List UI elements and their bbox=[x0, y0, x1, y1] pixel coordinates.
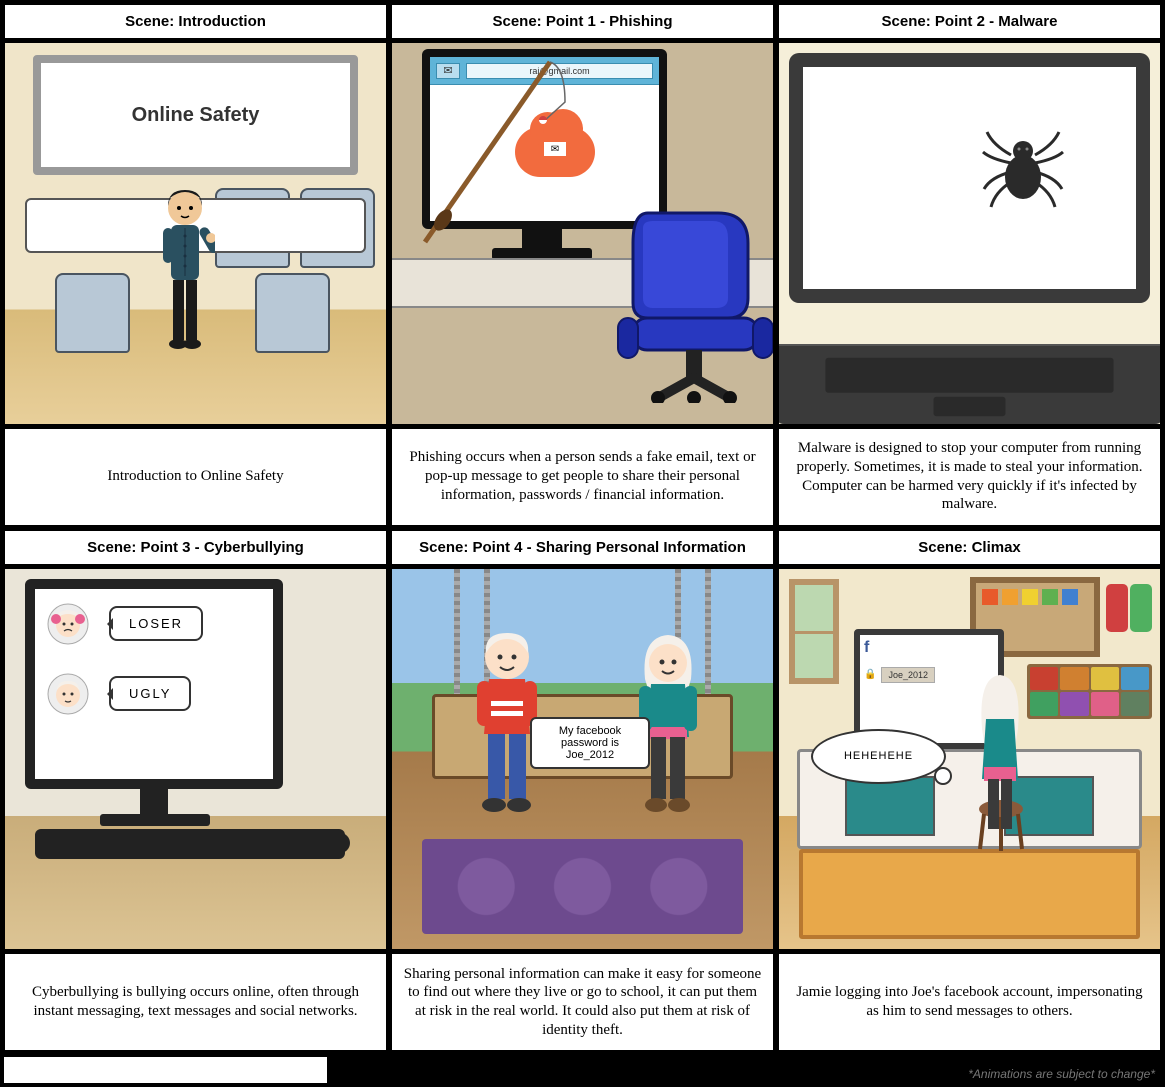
panel-title: Scene: Climax bbox=[778, 530, 1161, 565]
speech-bubble: My facebook password is Joe_2012 bbox=[530, 717, 650, 769]
panel-caption: Cyberbullying is bullying occurs online,… bbox=[4, 953, 387, 1051]
drawer-icon bbox=[845, 776, 935, 836]
pin-icon bbox=[1062, 589, 1078, 605]
login-field: Joe_2012 bbox=[881, 667, 935, 683]
panel-phishing: Scene: Point 1 - Phishing ✉ raj@gmail.co… bbox=[391, 4, 774, 526]
thought-bubble: HEHEHEHE bbox=[811, 729, 946, 784]
monitor-icon: ✉ raj@gmail.com ✉ bbox=[422, 49, 667, 229]
footer-note: *Animations are subject to change* bbox=[968, 1067, 1155, 1081]
scene-illustration: LOSER UGLY bbox=[4, 568, 387, 951]
panel-title: Scene: Point 3 - Cyberbullying bbox=[4, 530, 387, 565]
chain-icon bbox=[454, 569, 460, 699]
browser-bar: ✉ raj@gmail.com bbox=[430, 57, 659, 85]
panel-introduction: Scene: Introduction Online Safety bbox=[4, 4, 387, 526]
avatar-boy-icon bbox=[47, 673, 89, 715]
rug-icon bbox=[799, 849, 1140, 939]
rug-icon bbox=[422, 839, 743, 934]
panel-title: Scene: Introduction bbox=[4, 4, 387, 39]
pin-icon bbox=[1002, 589, 1018, 605]
panel-title: Scene: Point 4 - Sharing Personal Inform… bbox=[391, 530, 774, 565]
whiteboard: Online Safety bbox=[33, 55, 358, 175]
panel-cyberbullying: Scene: Point 3 - Cyberbullying LOSER bbox=[4, 530, 387, 1052]
panel-caption: Phishing occurs when a person sends a fa… bbox=[391, 428, 774, 526]
girl-back-icon bbox=[964, 669, 1036, 849]
panel-sharing-info: Scene: Point 4 - Sharing Personal Inform… bbox=[391, 530, 774, 1052]
storyboard-grid: Scene: Introduction Online Safety bbox=[0, 0, 1165, 1055]
scene-illustration: My facebook password is Joe_2012 bbox=[391, 568, 774, 951]
panel-caption: Malware is designed to stop your compute… bbox=[778, 428, 1161, 526]
panel-caption: Sharing personal information can make it… bbox=[391, 953, 774, 1051]
scene-illustration: f 🔒 Joe_2012 bbox=[778, 568, 1161, 951]
pin-icon bbox=[1042, 589, 1058, 605]
panel-malware: Scene: Point 2 - Malware Malware is desi… bbox=[778, 4, 1161, 526]
lock-icon: 🔒 bbox=[864, 669, 876, 680]
panel-climax: Scene: Climax bbox=[778, 530, 1161, 1052]
panel-caption: Introduction to Online Safety bbox=[4, 428, 387, 526]
scene-illustration: ✉ raj@gmail.com ✉ bbox=[391, 42, 774, 425]
panel-title: Scene: Point 2 - Malware bbox=[778, 4, 1161, 39]
address-bar: raj@gmail.com bbox=[466, 63, 653, 79]
chat-bubble: UGLY bbox=[109, 676, 191, 711]
monitor-stand bbox=[140, 787, 168, 817]
spider-icon bbox=[981, 127, 1066, 212]
chat-bubble: LOSER bbox=[109, 606, 203, 641]
scene-illustration: Online Safety bbox=[4, 42, 387, 425]
laptop-keyboard bbox=[778, 344, 1161, 424]
office-chair-icon bbox=[608, 203, 774, 403]
panel-caption: Jamie logging into Joe's facebook accoun… bbox=[778, 953, 1161, 1051]
window-icon bbox=[789, 579, 839, 684]
avatar-girl-icon bbox=[47, 603, 89, 645]
mail-icon: ✉ bbox=[436, 63, 460, 79]
footer-blank-box bbox=[3, 1056, 328, 1084]
cloud-icon: ✉ bbox=[515, 127, 595, 177]
laptop-screen bbox=[789, 53, 1150, 303]
facebook-icon: f bbox=[864, 639, 869, 656]
panel-title: Scene: Point 1 - Phishing bbox=[391, 4, 774, 39]
chair-icon bbox=[55, 273, 130, 353]
monitor-base bbox=[100, 814, 210, 826]
pin-icon bbox=[982, 589, 998, 605]
person-icon bbox=[155, 188, 215, 363]
paint-shelf-icon bbox=[1027, 664, 1152, 719]
jars-icon bbox=[1105, 584, 1155, 659]
keyboard-icon bbox=[35, 829, 345, 859]
chair-icon bbox=[255, 273, 330, 353]
mouse-icon bbox=[305, 833, 350, 853]
monitor-icon: LOSER UGLY bbox=[25, 579, 283, 789]
envelope-icon: ✉ bbox=[543, 141, 567, 157]
pin-icon bbox=[1022, 589, 1038, 605]
scene-illustration bbox=[778, 42, 1161, 425]
